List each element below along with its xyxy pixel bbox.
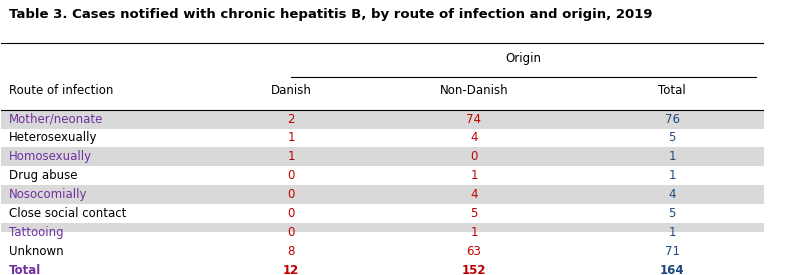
Text: 0: 0: [288, 169, 295, 182]
Text: Origin: Origin: [505, 52, 541, 65]
Text: 0: 0: [288, 207, 295, 220]
Text: 1: 1: [669, 150, 676, 163]
Text: Route of infection: Route of infection: [9, 84, 113, 97]
Text: Mother/neonate: Mother/neonate: [9, 112, 104, 126]
Text: 0: 0: [288, 188, 295, 201]
Text: Homosexually: Homosexually: [9, 150, 92, 163]
Text: Tattooing: Tattooing: [9, 226, 64, 239]
Text: 8: 8: [288, 245, 295, 258]
Text: 4: 4: [470, 131, 477, 144]
FancyBboxPatch shape: [2, 185, 764, 204]
Text: Total: Total: [9, 264, 41, 275]
Text: 0: 0: [470, 150, 477, 163]
FancyBboxPatch shape: [2, 261, 764, 275]
Text: Unknown: Unknown: [9, 245, 64, 258]
FancyBboxPatch shape: [2, 204, 764, 223]
Text: Danish: Danish: [271, 84, 312, 97]
FancyBboxPatch shape: [2, 242, 764, 261]
Text: 74: 74: [466, 112, 481, 126]
Text: Heterosexually: Heterosexually: [9, 131, 97, 144]
Text: Close social contact: Close social contact: [9, 207, 127, 220]
Text: Drug abuse: Drug abuse: [9, 169, 77, 182]
Text: 164: 164: [660, 264, 685, 275]
Text: 76: 76: [665, 112, 680, 126]
Text: 71: 71: [665, 245, 680, 258]
Text: 5: 5: [669, 131, 676, 144]
Text: 4: 4: [470, 188, 477, 201]
Text: 1: 1: [287, 131, 295, 144]
Text: 1: 1: [669, 169, 676, 182]
Text: 152: 152: [461, 264, 486, 275]
FancyBboxPatch shape: [2, 110, 764, 128]
Text: 1: 1: [470, 226, 477, 239]
Text: 4: 4: [669, 188, 676, 201]
Text: 12: 12: [283, 264, 299, 275]
Text: 1: 1: [470, 169, 477, 182]
FancyBboxPatch shape: [2, 128, 764, 147]
FancyBboxPatch shape: [2, 147, 764, 166]
Text: 0: 0: [288, 226, 295, 239]
Text: 63: 63: [466, 245, 481, 258]
Text: 1: 1: [669, 226, 676, 239]
Text: 5: 5: [669, 207, 676, 220]
FancyBboxPatch shape: [2, 166, 764, 185]
Text: Nosocomially: Nosocomially: [9, 188, 88, 201]
FancyBboxPatch shape: [2, 223, 764, 242]
Text: Table 3. Cases notified with chronic hepatitis B, by route of infection and orig: Table 3. Cases notified with chronic hep…: [9, 8, 653, 21]
Text: 5: 5: [470, 207, 477, 220]
Text: Non-Danish: Non-Danish: [440, 84, 508, 97]
Text: 2: 2: [287, 112, 295, 126]
Text: Total: Total: [658, 84, 686, 97]
Text: 1: 1: [287, 150, 295, 163]
